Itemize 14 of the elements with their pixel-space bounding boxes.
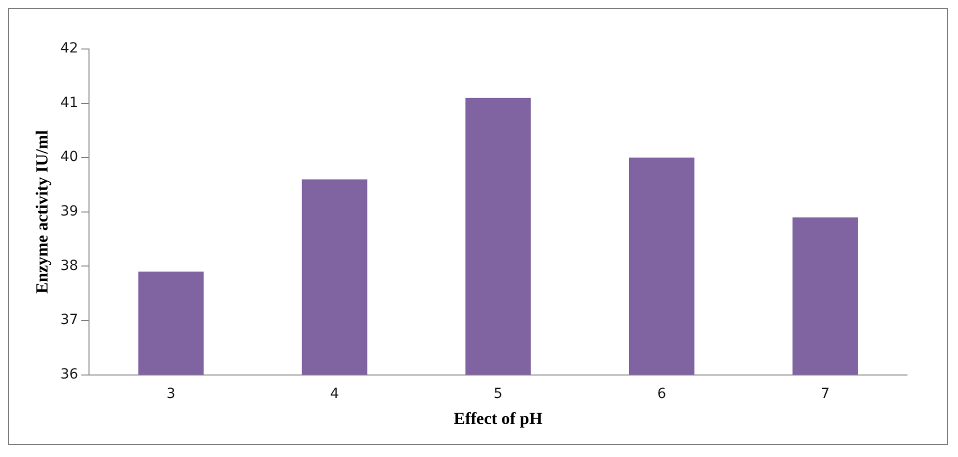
x-tick-label: 4	[330, 386, 340, 402]
y-tick-label: 41	[60, 94, 78, 111]
y-tick-label: 36	[60, 366, 78, 382]
x-tick-label: 3	[166, 386, 176, 402]
x-tick-label: 5	[494, 386, 503, 402]
y-tick-label: 42	[60, 40, 78, 57]
y-tick-label: 37	[60, 312, 78, 328]
x-axis-title: Effect of pH	[454, 409, 542, 428]
y-tick-label: 38	[60, 258, 78, 274]
x-tick-label: 6	[657, 386, 666, 402]
y-axis-title: Enzyme activity IU/ml	[32, 130, 52, 294]
y-tick-label: 40	[60, 149, 78, 166]
y-tick-label: 39	[60, 204, 78, 220]
x-tick-label: 7	[820, 386, 830, 402]
